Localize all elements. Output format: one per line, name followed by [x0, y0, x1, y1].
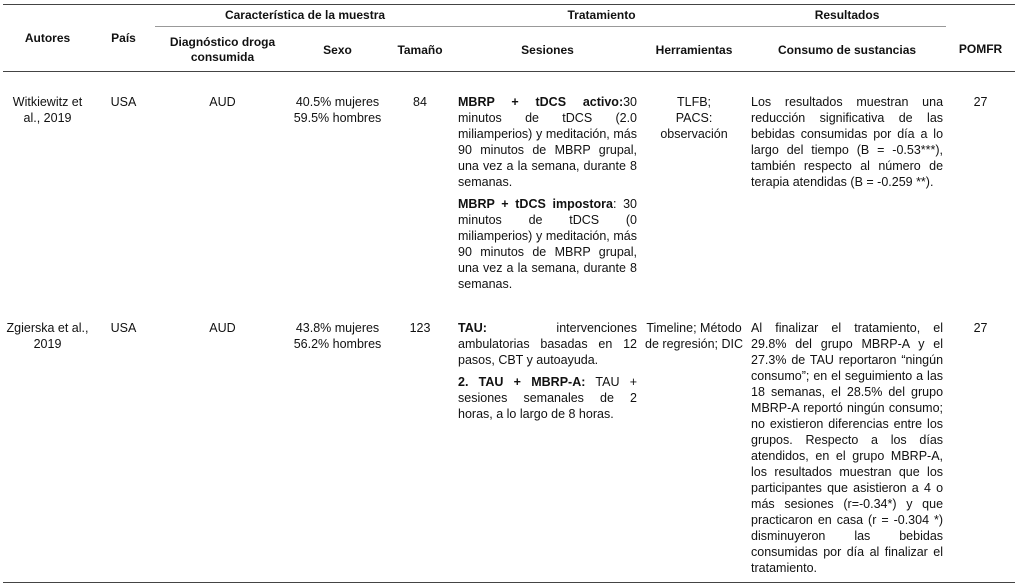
column-header: Tamaño: [385, 26, 456, 72]
country-cell: USA: [110, 95, 137, 109]
sex-line: 59.5% hombres: [293, 111, 382, 125]
table-row: Witkiewitz et al., 2019 USA AUD 40.5% mujer…: [3, 72, 1015, 299]
sex-cell: 40.5% mujeres 59.5% hombres: [290, 72, 385, 299]
pomfr-cell: 27: [973, 95, 988, 109]
session: MBRP + tDCS activo:30 minutos de tDCS (2…: [458, 94, 637, 190]
header-spacer: [946, 4, 1016, 27]
column-header: Diagnóstico droga consumida: [155, 26, 290, 72]
session-text: TAU + sesiones semanales de 2 horas, a l…: [458, 375, 638, 421]
column-header: País: [92, 4, 155, 72]
session-text: 30 minutos de tDCS (2.0 miliamperios) y …: [458, 95, 638, 189]
tools-cell: Timeline; Método de regresión; DIC: [640, 298, 749, 583]
results-cell: Al finalizar el tratamiento, el 29.8% de…: [748, 298, 947, 583]
column-header: Sesiones: [455, 26, 641, 72]
sessions-cell: TAU: intervenciones ambulatorias basadas…: [455, 298, 641, 583]
country-cell: USA: [92, 298, 155, 583]
column-header: POMFR: [946, 26, 1016, 72]
page: Autores País Característica de la muestra T…: [3, 4, 1016, 583]
session: MBRP + tDCS impostora: 30 minutos de tDC…: [458, 196, 637, 292]
group-header: Resultados: [748, 4, 947, 27]
size-cell: 84: [413, 95, 427, 109]
table-header: Autores País Característica de la muestra T…: [3, 4, 1016, 72]
sex-line: 43.8% mujeres: [295, 321, 380, 335]
session-label: MBRP + tDCS activo:: [458, 95, 624, 109]
tool-line: Timeline; Método de regresión; DIC: [645, 321, 743, 351]
session-text: intervenciones ambulatorias basadas en 1…: [458, 321, 638, 367]
group-header: Característica de la muestra: [155, 4, 456, 27]
sex-line: 56.2% hombres: [293, 337, 382, 351]
session: 2. TAU + MBRP-A: TAU + sesiones semanale…: [458, 374, 637, 422]
tool-line: TLFB;: [677, 95, 712, 109]
column-header: Autores: [3, 4, 92, 72]
session-label: 2. TAU + MBRP-A:: [458, 375, 586, 389]
size-cell: 123: [385, 298, 456, 583]
header-row: Autores País Característica de la muestra T…: [3, 4, 1016, 72]
sex-line: 40.5% mujeres: [295, 95, 380, 109]
authors-cell: Witkiewitz et al., 2019: [12, 95, 83, 125]
group-header: Tratamiento: [455, 4, 749, 27]
column-header: Sexo: [290, 26, 385, 72]
results-table: Autores País Característica de la muestra T…: [3, 4, 1016, 583]
header-row: Diagnóstico droga consumida Sexo Tamaño Ses…: [3, 26, 1016, 72]
results-cell: Los resultados muestran una reducción si…: [751, 95, 944, 189]
table-row: Zgierska et al., 2019 USA AUD 43.8% mujeres…: [3, 298, 1016, 583]
session-text: : 30 minutos de tDCS (0 miliamperios) y …: [458, 197, 638, 291]
session: TAU: intervenciones ambulatorias basadas…: [458, 320, 637, 368]
session-label: TAU:: [458, 321, 487, 335]
sessions-cell: MBRP + tDCS activo:30 minutos de tDCS (2…: [455, 72, 640, 299]
column-header: Herramientas: [640, 26, 749, 72]
tools-cell: TLFB; PACS: observación: [640, 72, 748, 299]
pomfr-cell: 27: [946, 298, 1016, 583]
tool-line: observación: [660, 127, 728, 141]
session-label: MBRP + tDCS impostora: [458, 197, 613, 211]
authors-cell: Zgierska et al., 2019: [3, 298, 92, 583]
diagnosis-cell: AUD: [209, 95, 236, 109]
diagnosis-cell: AUD: [155, 298, 290, 583]
tool-line: PACS:: [675, 111, 713, 125]
column-header: Consumo de sustancias: [748, 26, 947, 72]
table-body: Witkiewitz et al., 2019 USA AUD 40.5% mujer…: [3, 72, 1016, 583]
sex-cell: 43.8% mujeres 56.2% hombres: [290, 298, 385, 583]
